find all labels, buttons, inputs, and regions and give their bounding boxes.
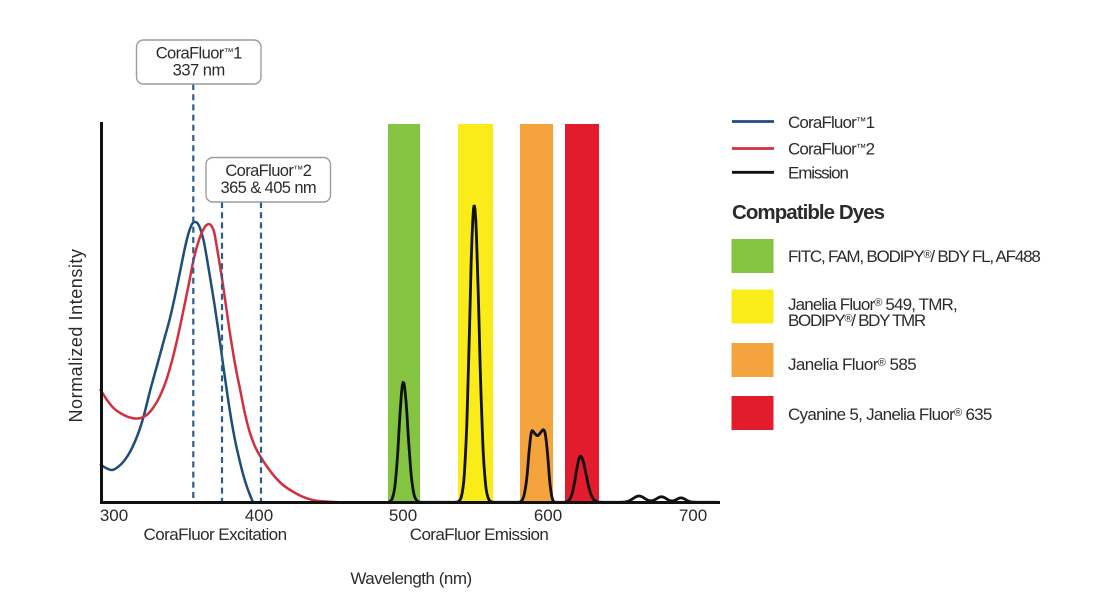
svg-text:Cyanine 5, Janelia Fluor® 635: Cyanine 5, Janelia Fluor® 635 bbox=[788, 405, 992, 424]
svg-text:Janelia Fluor® 585: Janelia Fluor® 585 bbox=[788, 355, 916, 374]
svg-text:CoraFluor™2: CoraFluor™2 bbox=[225, 162, 311, 180]
svg-text:CoraFluor™2: CoraFluor™2 bbox=[788, 140, 875, 159]
svg-text:365 & 405 nm: 365 & 405 nm bbox=[221, 179, 317, 197]
svg-text:Janelia Fluor® 549, TMR,: Janelia Fluor® 549, TMR, bbox=[788, 295, 957, 314]
svg-text:Wavelength (nm): Wavelength (nm) bbox=[350, 569, 471, 588]
svg-text:Compatible Dyes: Compatible Dyes bbox=[732, 201, 885, 224]
svg-text:CoraFluor™1: CoraFluor™1 bbox=[156, 45, 242, 63]
svg-text:337 nm: 337 nm bbox=[173, 62, 225, 80]
svg-text:FITC, FAM, BODIPY®/ BDY FL, AF: FITC, FAM, BODIPY®/ BDY FL, AF488 bbox=[788, 247, 1040, 266]
svg-text:CoraFluor Emission: CoraFluor Emission bbox=[410, 525, 549, 544]
svg-text:500: 500 bbox=[389, 506, 417, 525]
svg-text:Emission: Emission bbox=[788, 164, 848, 183]
svg-text:Normalized Intensity: Normalized Intensity bbox=[66, 248, 86, 422]
svg-text:CoraFluor Excitation: CoraFluor Excitation bbox=[143, 525, 286, 544]
svg-text:600: 600 bbox=[534, 506, 562, 525]
svg-text:300: 300 bbox=[100, 506, 128, 525]
svg-text:400: 400 bbox=[245, 506, 273, 525]
svg-text:CoraFluor™1: CoraFluor™1 bbox=[788, 113, 875, 132]
svg-text:BODIPY®/ BDY TMR: BODIPY®/ BDY TMR bbox=[788, 311, 926, 330]
svg-text:700: 700 bbox=[679, 506, 707, 525]
